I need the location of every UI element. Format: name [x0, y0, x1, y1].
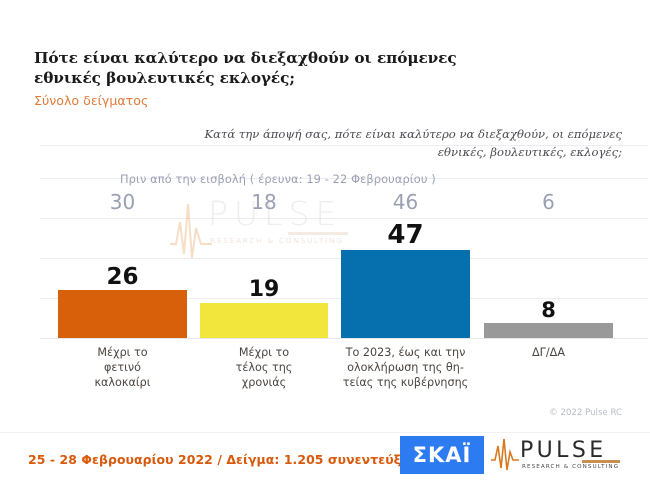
category-label-1: Μέχρι το τέλος της χρονιάς	[200, 346, 328, 390]
survey-question: Κατά την άποψή σας, πότε είναι καλύτερο …	[204, 127, 622, 159]
pulse-logo: PULSE RESEARCH & CONSULTING	[490, 436, 626, 474]
bar-katho-kalokairi[interactable]	[58, 290, 187, 338]
chart-subtitle: Σύνολο δείγματος	[34, 93, 149, 108]
category-label-3: ΔΓ/ΔΑ	[484, 346, 613, 361]
category-line: Το 2023, έως και την	[345, 346, 466, 359]
bar-value-label: 19	[248, 277, 280, 302]
category-line: Μέχρι το	[238, 346, 290, 359]
category-line: καλοκαίρι	[94, 375, 151, 389]
category-line: τείας της κυβέρνησης	[342, 375, 469, 389]
pulse-logo-subtext: RESEARCH & CONSULTING	[522, 464, 620, 470]
gridline	[40, 218, 648, 219]
category-line: Μέχρι το	[97, 346, 148, 359]
previous-value: 46	[392, 190, 419, 214]
copyright-text: © 2022 Pulse RC	[549, 408, 622, 418]
bar-2023-thiteia[interactable]	[341, 250, 470, 338]
previous-wave-note: Πριν από την εισβολή ( έρευνα: 19 - 22 Φ…	[120, 172, 436, 186]
page-title: Πότε είναι καλύτερο να διεξαχθούν οι επό…	[34, 49, 457, 88]
gridline	[40, 178, 648, 179]
category-line: ολοκλήρωση της θη-	[347, 360, 464, 374]
category-line: ΔΓ/ΔΑ	[532, 346, 565, 359]
bar-telos-chronias[interactable]	[200, 303, 328, 338]
bar-value-label: 47	[387, 220, 424, 250]
bar-dg-da[interactable]	[484, 323, 613, 338]
previous-value: 30	[109, 190, 136, 214]
skai-logo: ΣΚΑΪ	[400, 436, 484, 474]
gridline	[40, 145, 648, 146]
category-line: χρονιάς	[241, 375, 287, 389]
footer-divider	[0, 432, 650, 433]
bar-value-label: 26	[106, 264, 139, 290]
category-axis: Μέχρι το φετινό καλοκαίρι Μέχρι το τέλος…	[0, 346, 650, 402]
pulse-logo-rule	[582, 460, 620, 463]
pulse-logo-text: PULSE	[520, 438, 607, 463]
bar-value-label: 8	[541, 298, 556, 322]
pulse-waveform-icon	[491, 438, 519, 471]
category-label-0: Μέχρι το φετινό καλοκαίρι	[58, 346, 187, 390]
previous-value: 6	[542, 190, 555, 214]
bar-series: 26 19 47 8	[0, 112, 650, 342]
category-line: τέλος της	[235, 360, 293, 374]
category-line: φετινό	[103, 360, 142, 374]
previous-value: 18	[251, 190, 277, 214]
category-label-2: Το 2023, έως και την ολοκλήρωση της θη- …	[333, 346, 478, 390]
previous-values-row: 30 18 46 6	[0, 190, 650, 220]
axis-baseline	[40, 338, 648, 339]
fieldwork-text: 25 - 28 Φεβρουαρίου 2022 / Δείγμα: 1.205…	[28, 452, 421, 467]
skai-logo-text: ΣΚΑΪ	[412, 443, 472, 467]
